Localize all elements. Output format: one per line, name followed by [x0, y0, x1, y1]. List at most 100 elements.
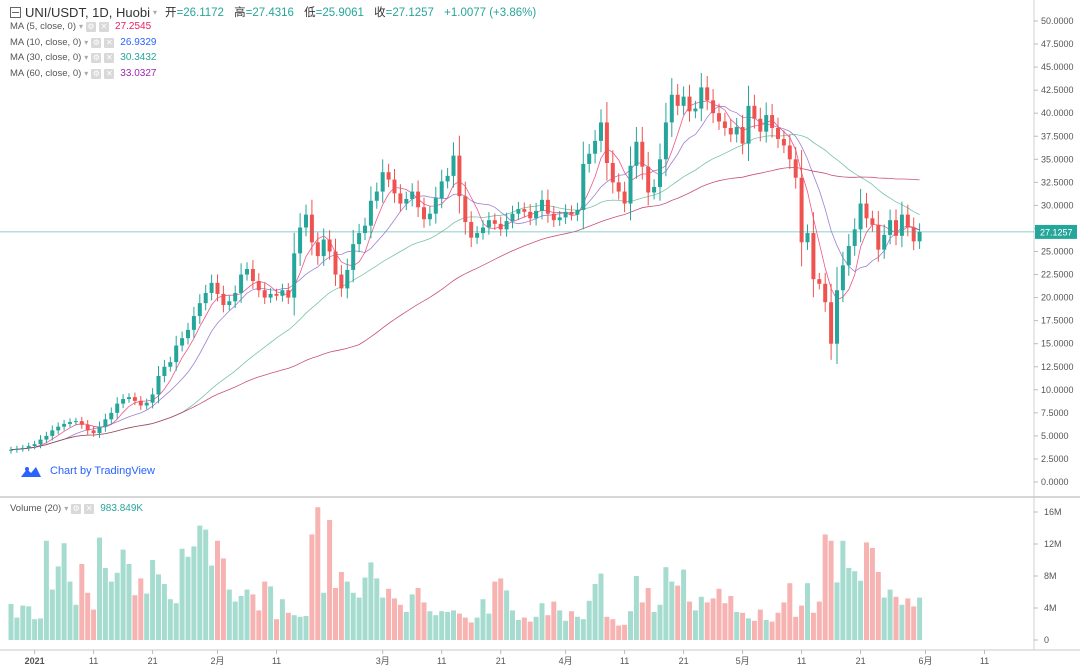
- candle: [740, 114, 745, 155]
- volume-label[interactable]: Volume (20): [10, 503, 62, 514]
- candle: [309, 199, 314, 256]
- candle-body: [256, 281, 261, 291]
- candle: [203, 284, 208, 311]
- volume-bar: [120, 549, 126, 640]
- time-tick-label: 11: [89, 656, 98, 666]
- menu-icon[interactable]: [10, 6, 21, 18]
- candle: [457, 135, 462, 214]
- candle: [250, 260, 255, 289]
- price-tick-label: 45.0000: [1041, 62, 1074, 72]
- candle: [357, 223, 362, 253]
- volume-bar: [32, 619, 38, 640]
- price-tick-label: 47.5000: [1041, 39, 1074, 49]
- chevron-down-icon[interactable]: ▾: [84, 38, 89, 47]
- close-icon[interactable]: ✕: [104, 37, 115, 48]
- candle-body: [681, 96, 686, 106]
- candle: [646, 151, 651, 206]
- candle: [451, 142, 456, 188]
- candle: [256, 273, 261, 298]
- candle-body: [805, 233, 810, 243]
- volume-bar: [852, 571, 858, 640]
- chevron-down-icon[interactable]: ▾: [152, 7, 157, 17]
- price-tick-label: 40.0000: [1041, 108, 1074, 118]
- chevron-down-icon[interactable]: ▾: [84, 53, 89, 62]
- candle: [174, 335, 179, 371]
- volume-bar: [563, 620, 569, 640]
- candle-body: [870, 218, 875, 225]
- candle-body: [162, 366, 167, 376]
- candle: [410, 183, 415, 207]
- candle-body: [56, 426, 61, 431]
- close-icon[interactable]: ✕: [99, 21, 110, 32]
- candle: [180, 331, 185, 352]
- candle: [475, 226, 480, 244]
- candle: [50, 425, 55, 441]
- chevron-down-icon[interactable]: ▾: [84, 69, 89, 78]
- indicator-row-ma60[interactable]: MA (60, close, 0) ▾ ⚙ ✕ 33.0327: [10, 68, 156, 79]
- close-icon[interactable]: ✕: [84, 503, 95, 514]
- candle-body: [481, 227, 485, 234]
- candle-body: [321, 239, 326, 257]
- tradingview-link[interactable]: Chart by TradingView: [50, 465, 155, 477]
- chevron-down-icon[interactable]: ▾: [64, 504, 69, 513]
- candle: [386, 163, 391, 188]
- indicator-label[interactable]: MA (60, close, 0): [10, 68, 82, 79]
- close-icon[interactable]: ✕: [104, 52, 115, 63]
- candle: [215, 274, 220, 302]
- settings-icon[interactable]: ⚙: [71, 503, 82, 514]
- volume-bar: [751, 620, 757, 640]
- indicator-label[interactable]: MA (10, close, 0): [10, 37, 82, 48]
- candle: [894, 209, 898, 246]
- volume-bar: [303, 616, 309, 640]
- indicator-label[interactable]: MA (5, close, 0): [10, 21, 76, 32]
- settings-icon[interactable]: ⚙: [86, 21, 97, 32]
- settings-icon[interactable]: ⚙: [91, 52, 102, 63]
- candle-body: [138, 400, 143, 406]
- volume-legend[interactable]: Volume (20) ▾ ⚙ ✕ 983.849K: [10, 503, 143, 514]
- volume-bar: [775, 612, 781, 640]
- candle-body: [905, 214, 910, 228]
- chevron-down-icon[interactable]: ▾: [79, 22, 84, 31]
- volume-bar: [421, 602, 427, 640]
- candle-body: [888, 220, 893, 235]
- volume-bar: [451, 610, 456, 640]
- tradingview-logo-icon: [21, 467, 41, 477]
- settings-icon[interactable]: ⚙: [91, 37, 102, 48]
- candle-body: [73, 421, 78, 423]
- candle-body: [799, 177, 804, 243]
- candle: [380, 159, 385, 203]
- candle: [280, 283, 285, 302]
- tradingview-branding[interactable]: Chart by TradingView: [20, 464, 155, 478]
- candle-body: [711, 100, 716, 114]
- indicator-label[interactable]: MA (30, close, 0): [10, 52, 82, 63]
- volume-bar: [763, 620, 769, 640]
- candle: [787, 134, 792, 169]
- volume-bar: [592, 584, 598, 640]
- candle: [321, 228, 326, 266]
- volume-bar: [799, 605, 805, 640]
- settings-icon[interactable]: ⚙: [91, 68, 102, 79]
- indicator-row-ma10[interactable]: MA (10, close, 0) ▾ ⚙ ✕ 26.9329: [10, 37, 156, 48]
- candle-body: [858, 203, 863, 230]
- volume-bar: [85, 592, 91, 640]
- close-icon[interactable]: ✕: [104, 68, 115, 79]
- volume-bar: [498, 578, 504, 640]
- time-tick-label: 3月: [376, 656, 390, 666]
- volume-bar: [628, 611, 633, 640]
- indicator-row-ma5[interactable]: MA (5, close, 0) ▾ ⚙ ✕ 27.2545: [10, 21, 151, 32]
- volume-bar: [392, 598, 397, 640]
- volume-bar: [256, 610, 262, 640]
- volume-bar: [893, 596, 899, 640]
- candle-body: [79, 421, 84, 425]
- candle: [817, 272, 822, 290]
- last-price-tag: 27.1257: [0, 224, 1077, 239]
- candle-body: [309, 214, 314, 243]
- indicator-row-ma30[interactable]: MA (30, close, 0) ▾ ⚙ ✕ 30.3432: [10, 52, 156, 63]
- volume-bar: [769, 621, 775, 640]
- candle-body: [433, 198, 438, 214]
- candle-body: [186, 329, 190, 339]
- ma5-line: [10, 100, 920, 451]
- candle: [876, 210, 881, 262]
- symbol-title[interactable]: UNI/USDT, 1D, Huobi: [25, 4, 150, 20]
